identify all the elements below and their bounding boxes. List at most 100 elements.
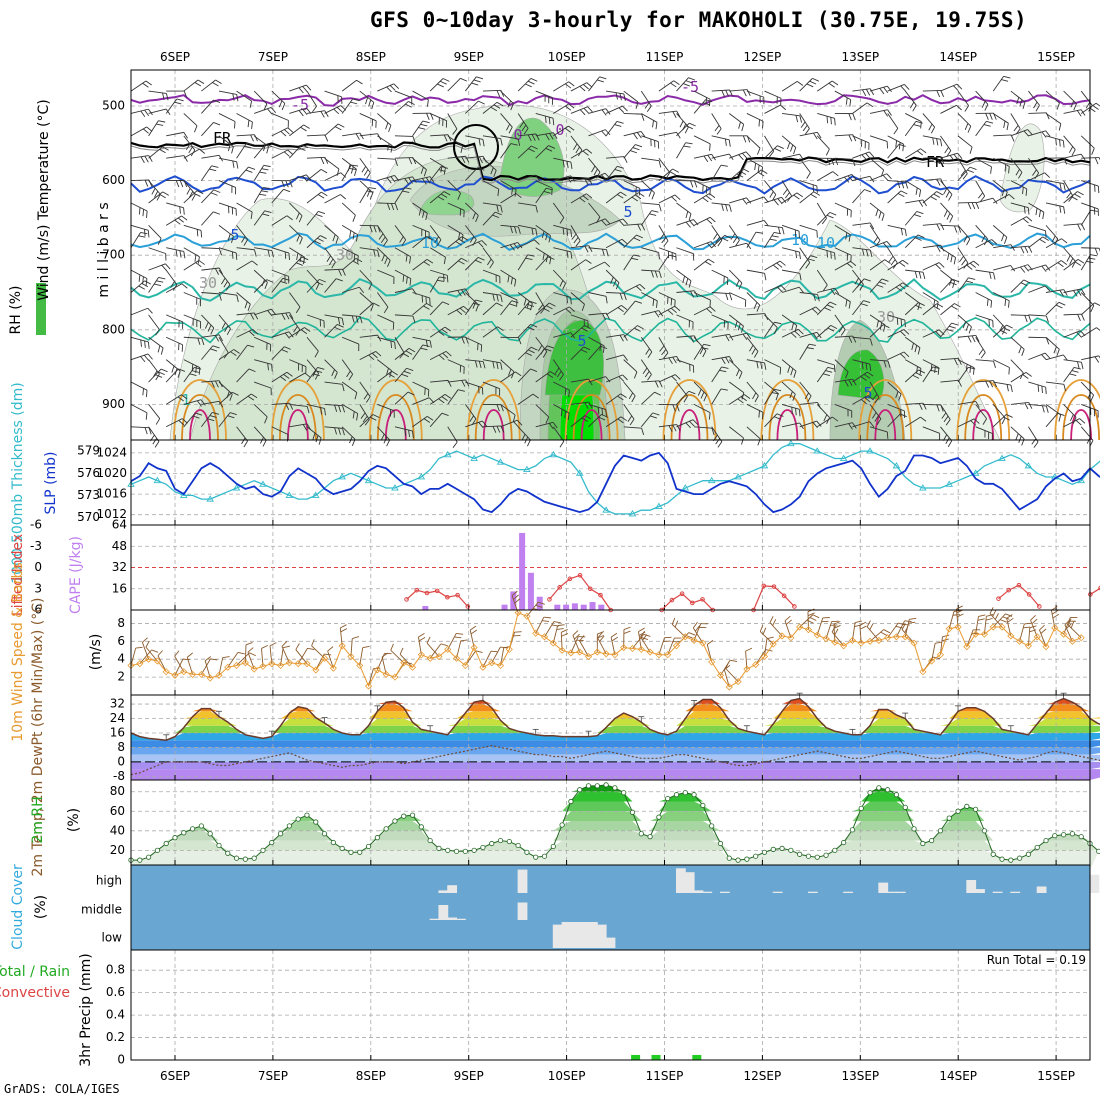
upper-wind-barb bbox=[781, 328, 799, 338]
surface-wind-barb-flag bbox=[902, 623, 910, 626]
upper-wind-barb-flag bbox=[227, 415, 235, 419]
upper-wind-barb bbox=[500, 143, 512, 159]
upper-wind-barb bbox=[271, 312, 290, 316]
upper-wind-barb-flag bbox=[369, 225, 373, 233]
upper-wind-barb bbox=[606, 90, 624, 95]
surface-wind-barb bbox=[552, 625, 559, 644]
upper-wind-barb bbox=[658, 424, 677, 428]
upper-wind-barb-flag bbox=[296, 252, 299, 261]
upper-wind-barb bbox=[693, 216, 711, 226]
upper-wind-barb-flag bbox=[822, 284, 828, 292]
upper-wind-barb bbox=[148, 247, 166, 254]
upper-wind-barb-flag bbox=[620, 393, 627, 398]
upper-wind-barb-flag bbox=[879, 88, 885, 95]
upper-wind-barb bbox=[236, 344, 248, 360]
upper-wind-barb-flag bbox=[586, 193, 593, 199]
upper-wind-barb-flag bbox=[158, 371, 165, 376]
cloud-box bbox=[429, 918, 440, 920]
rh-tick-label: 20 bbox=[110, 843, 125, 857]
cloud-box bbox=[561, 922, 572, 948]
upper-wind-barb bbox=[148, 314, 160, 330]
thickness-marker bbox=[285, 491, 294, 498]
upper-wind-barb bbox=[905, 148, 921, 159]
upper-wind-barb-flag bbox=[144, 109, 150, 117]
upper-wind-barb-flag bbox=[982, 418, 988, 425]
precip-axis-label: 3hr Precip (mm) bbox=[78, 953, 94, 1066]
upper-wind-barb-flag bbox=[422, 210, 425, 218]
temp-tick-label: 24 bbox=[110, 711, 125, 725]
upper-wind-barb-flag bbox=[439, 276, 447, 279]
rh-point bbox=[260, 847, 266, 853]
upper-wind-barb-flag bbox=[1045, 130, 1051, 137]
upper-wind-barb-flag bbox=[936, 157, 941, 165]
upper-wind-barb bbox=[764, 322, 775, 338]
upper-wind-barb-flag bbox=[774, 321, 782, 325]
upper-wind-barb bbox=[957, 314, 972, 328]
upper-wind-barb-flag bbox=[553, 132, 558, 139]
upper-wind-barb-flag bbox=[475, 299, 483, 303]
upper-wind-barb bbox=[552, 202, 565, 218]
upper-wind-barb bbox=[676, 269, 692, 282]
upper-wind-barb-flag bbox=[156, 194, 161, 201]
upper-wind-barb-flag bbox=[868, 151, 875, 158]
upper-wind-barb-flag bbox=[200, 230, 203, 238]
upper-wind-barb-flag bbox=[930, 126, 936, 134]
upper-wind-barb-flag bbox=[423, 305, 430, 310]
rh-point bbox=[709, 823, 715, 829]
upper-wind-barb bbox=[218, 337, 229, 353]
upper-wind-barb bbox=[606, 334, 624, 338]
surface-wind-barb-flag bbox=[833, 624, 841, 629]
upper-wind-barb-flag bbox=[192, 415, 200, 419]
upper-wind-barb-flag bbox=[795, 251, 798, 259]
upper-wind-barb-flag bbox=[967, 336, 972, 343]
surface-wind-barb bbox=[799, 614, 814, 628]
upper-wind-barb-flag bbox=[473, 79, 481, 83]
upper-wind-barb bbox=[517, 393, 534, 405]
upper-wind-barb-flag bbox=[654, 270, 658, 278]
upper-wind-barb-flag bbox=[699, 347, 704, 355]
upper-wind-barb-flag bbox=[218, 293, 222, 301]
upper-wind-barb bbox=[605, 238, 623, 249]
upper-wind-barb-flag bbox=[154, 283, 162, 286]
surface-wind-barb bbox=[640, 636, 651, 653]
upper-wind-barb bbox=[816, 202, 827, 219]
upper-wind-barb bbox=[834, 247, 852, 256]
upper-wind-barb bbox=[1063, 367, 1075, 383]
surface-wind-barb-flag bbox=[245, 642, 253, 646]
thickness-marker bbox=[523, 465, 531, 473]
rh-shading bbox=[999, 123, 1045, 213]
upper-wind-barb bbox=[130, 381, 148, 391]
upper-wind-barb-flag bbox=[641, 113, 645, 121]
upper-wind-barb-flag bbox=[281, 313, 286, 320]
upper-wind-barb bbox=[1063, 404, 1077, 418]
upper-wind-barb-flag bbox=[956, 83, 963, 90]
upper-wind-barb-flag bbox=[605, 296, 608, 304]
upper-wind-barb-flag bbox=[795, 408, 797, 416]
upper-wind-barb-flag bbox=[324, 134, 329, 142]
upper-wind-barb-flag bbox=[898, 393, 902, 401]
upper-wind-barb-flag bbox=[530, 368, 538, 372]
upper-wind-barb-flag bbox=[730, 233, 736, 240]
upper-wind-barb-flag bbox=[481, 240, 488, 246]
bottom-date-label: 15SEP bbox=[1037, 1069, 1075, 1083]
upper-wind-barb bbox=[588, 172, 606, 182]
upper-wind-barb-flag bbox=[1063, 157, 1068, 165]
upper-wind-barb bbox=[1045, 289, 1064, 293]
upper-wind-barb-flag bbox=[478, 100, 485, 105]
wind-speed-marker bbox=[752, 661, 760, 669]
precip-tick-label: 0.6 bbox=[106, 985, 125, 999]
upper-wind-barb-flag bbox=[661, 349, 667, 356]
upper-wind-barb bbox=[799, 402, 818, 405]
surface-wind-barb-flag bbox=[561, 629, 568, 633]
upper-wind-barb bbox=[1045, 90, 1060, 104]
upper-wind-barb-flag bbox=[937, 367, 940, 375]
upper-wind-barb-flag bbox=[575, 240, 581, 247]
upper-wind-barb-flag bbox=[864, 189, 872, 193]
upper-wind-barb bbox=[922, 329, 940, 338]
upper-wind-barb bbox=[904, 416, 921, 428]
upper-wind-barb bbox=[359, 302, 374, 316]
upper-wind-barb bbox=[711, 234, 725, 249]
contour-label: 0 bbox=[513, 126, 522, 144]
upper-wind-barb-flag bbox=[236, 161, 239, 169]
wind-speed-marker bbox=[1051, 624, 1059, 632]
